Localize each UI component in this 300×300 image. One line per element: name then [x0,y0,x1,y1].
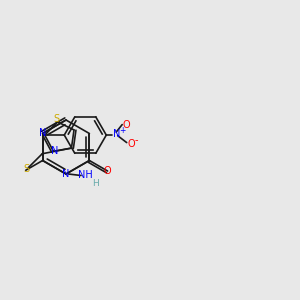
Text: S: S [23,164,29,174]
Text: N: N [39,128,46,139]
Text: O: O [123,120,130,130]
Text: O: O [104,166,111,176]
Text: S: S [54,115,60,124]
Text: N: N [51,146,58,156]
Text: O: O [127,139,135,149]
Text: +: + [119,126,126,135]
Text: H: H [92,179,98,188]
Text: NH: NH [78,170,93,181]
Text: N: N [62,169,70,179]
Text: -: - [135,136,138,146]
Text: N: N [113,129,121,139]
